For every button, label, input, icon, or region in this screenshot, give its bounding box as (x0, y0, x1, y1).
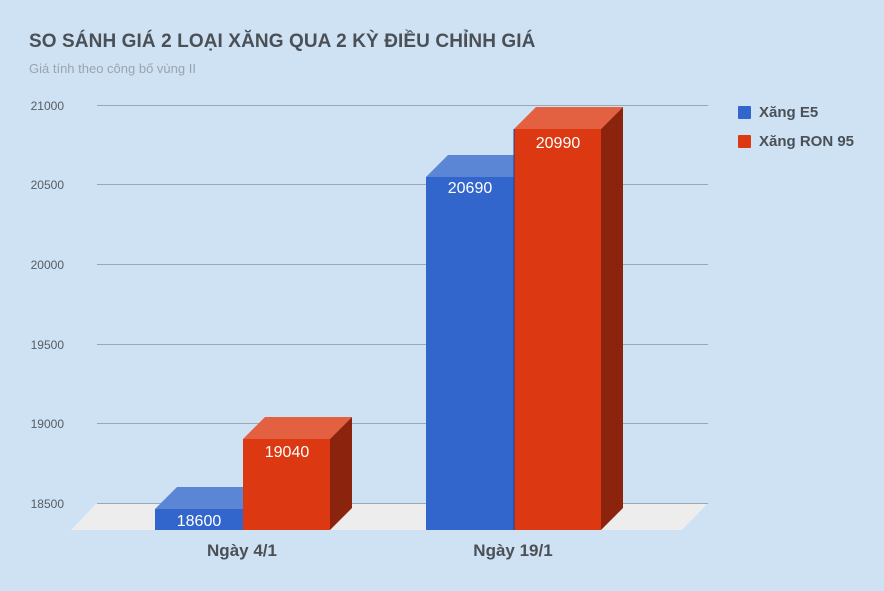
x-category-label: Ngày 4/1 (207, 541, 277, 560)
bar-e5-ngay-19-1[interactable]: 20690 (426, 155, 536, 530)
legend-label: Xăng RON 95 (759, 133, 855, 150)
legend-label: Xăng E5 (759, 104, 819, 121)
bar-value-label: 20690 (448, 180, 493, 197)
y-tick: 18500 (31, 497, 65, 511)
bar-value-label: 18600 (177, 513, 222, 530)
y-tick: 20000 (31, 258, 65, 272)
bar-ron95-ngay-4-1[interactable]: 19040 (243, 417, 352, 530)
y-tick: 21000 (31, 99, 65, 113)
legend-item-ron95[interactable]: Xăng RON 95 (738, 127, 854, 156)
bar-ron95-ngay-19-1[interactable]: 20990 (513, 107, 623, 530)
bar-value-label: 20990 (536, 135, 581, 152)
legend-item-e5[interactable]: Xăng E5 (738, 98, 854, 127)
bar-e5-ngay-4-1[interactable]: 18600 (155, 487, 265, 530)
y-tick: 20500 (31, 178, 65, 192)
y-tick: 19000 (31, 417, 65, 431)
y-axis-labels: 21000 20500 20000 19500 19000 18500 (31, 99, 65, 511)
chart-legend: Xăng E5 Xăng RON 95 (738, 98, 854, 156)
legend-swatch-icon (738, 106, 751, 119)
legend-swatch-icon (738, 135, 751, 148)
chart-subtitle: Giá tính theo công bố vùng II (29, 61, 196, 76)
bar-value-label: 19040 (265, 444, 310, 461)
y-tick: 19500 (31, 338, 65, 352)
chart-title: SO SÁNH GIÁ 2 LOẠI XĂNG QUA 2 KỲ ĐIỀU CH… (29, 31, 536, 52)
x-category-label: Ngày 19/1 (473, 541, 552, 560)
